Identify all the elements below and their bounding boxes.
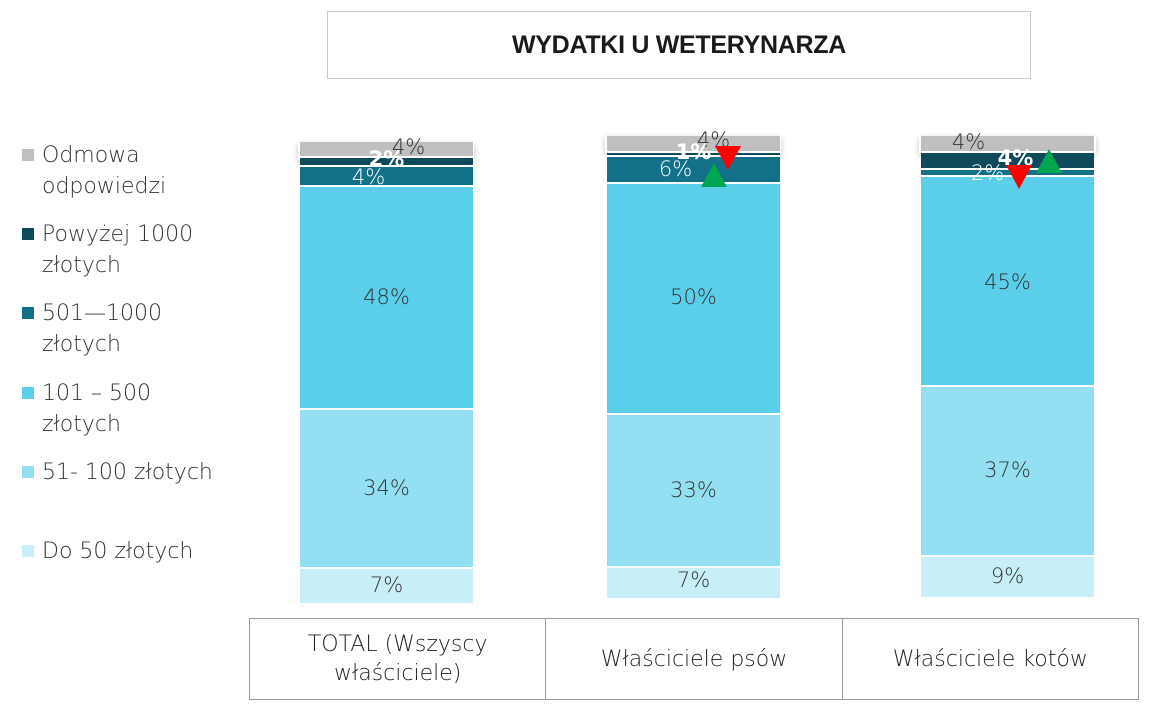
legend-label: Do 50 złotych xyxy=(42,539,194,564)
category-label-psy: Właściciele psów xyxy=(546,619,843,699)
legend-swatch-icon xyxy=(22,545,34,557)
legend-label: 51- 100 złotych xyxy=(42,460,213,485)
value-label: 33% xyxy=(670,478,717,502)
value-label: 9% xyxy=(990,564,1025,588)
value-label: 2% xyxy=(368,147,405,171)
value-label: 4% xyxy=(951,130,986,154)
value-label: 4% xyxy=(351,165,386,189)
segment-do-50 xyxy=(300,569,473,603)
segment-101-500 xyxy=(921,177,1094,387)
segment-101-500 xyxy=(607,184,780,415)
legend-label: Powyżej 1000 złotych xyxy=(42,222,194,278)
legend-item-101-500: 101 – 500 złotych xyxy=(22,378,182,440)
segment-odmowa xyxy=(921,136,1094,153)
segment-51-100 xyxy=(921,387,1094,557)
value-label: 2% xyxy=(970,161,1005,185)
segment-101-500 xyxy=(300,187,473,410)
segment-odmowa xyxy=(300,142,473,158)
segment-51-100 xyxy=(300,410,473,569)
segment-do-50 xyxy=(607,568,780,598)
value-label: 6% xyxy=(658,157,693,181)
chart-title-box: WYDATKI U WETERYNARZA xyxy=(327,11,1031,79)
category-label: Właściciele psów xyxy=(600,646,788,672)
value-label: 34% xyxy=(363,476,410,500)
legend-label: Odmowa odpowiedzi xyxy=(42,143,167,199)
legend-item-do-50: Do 50 złotych xyxy=(22,536,242,567)
segment-do-50 xyxy=(921,557,1094,597)
increase-arrow-icon xyxy=(1036,149,1062,173)
value-label: 7% xyxy=(369,573,404,597)
category-axis-table: TOTAL (Wszyscy właściciele) Właściciele … xyxy=(249,618,1139,700)
bar-koty: 4% 4% 2% 45% 37% 9% xyxy=(921,130,1094,597)
bar-psy: 4% 1% 6% 50% 33% 7% xyxy=(607,128,780,598)
value-label: 37% xyxy=(984,458,1031,482)
chart-title: WYDATKI U WETERYNARZA xyxy=(512,30,846,59)
segment-powyzej-1000 xyxy=(607,153,780,157)
legend-swatch-icon xyxy=(22,307,34,319)
legend-swatch-icon xyxy=(22,149,34,161)
value-label: 4% xyxy=(391,135,426,159)
segment-501-1000 xyxy=(300,167,473,187)
legend-swatch-icon xyxy=(22,228,34,240)
legend-label: 101 – 500 złotych xyxy=(42,381,151,437)
legend-item-powyzej-1000: Powyżej 1000 złotych xyxy=(22,219,222,281)
legend-swatch-icon xyxy=(22,387,34,399)
legend-item-501-1000: 501—1000 złotych xyxy=(22,298,182,360)
legend-item-odmowa: Odmowa odpowiedzi xyxy=(22,140,192,202)
segment-powyzej-1000 xyxy=(300,158,473,167)
segment-501-1000 xyxy=(607,157,780,184)
increase-arrow-icon xyxy=(701,163,727,187)
value-label: 50% xyxy=(670,285,717,309)
category-label: TOTAL (Wszyscy właściciele) xyxy=(307,632,488,686)
legend-item-51-100: 51- 100 złotych xyxy=(22,457,242,488)
value-label: 45% xyxy=(984,270,1031,294)
category-label-total: TOTAL (Wszyscy właściciele) xyxy=(250,619,547,699)
legend-swatch-icon xyxy=(22,466,34,478)
value-label: 48% xyxy=(363,285,410,309)
value-label: 1% xyxy=(675,140,712,164)
category-label: Właściciele kotów xyxy=(892,646,1088,672)
value-label: 7% xyxy=(676,568,711,592)
decrease-arrow-icon xyxy=(1006,165,1032,189)
category-label-koty: Właściciele kotów xyxy=(843,619,1138,699)
bar-total: 4% 2% 4% 48% 34% 7% xyxy=(300,135,473,603)
segment-51-100 xyxy=(607,415,780,568)
legend-label: 501—1000 złotych xyxy=(42,301,162,357)
